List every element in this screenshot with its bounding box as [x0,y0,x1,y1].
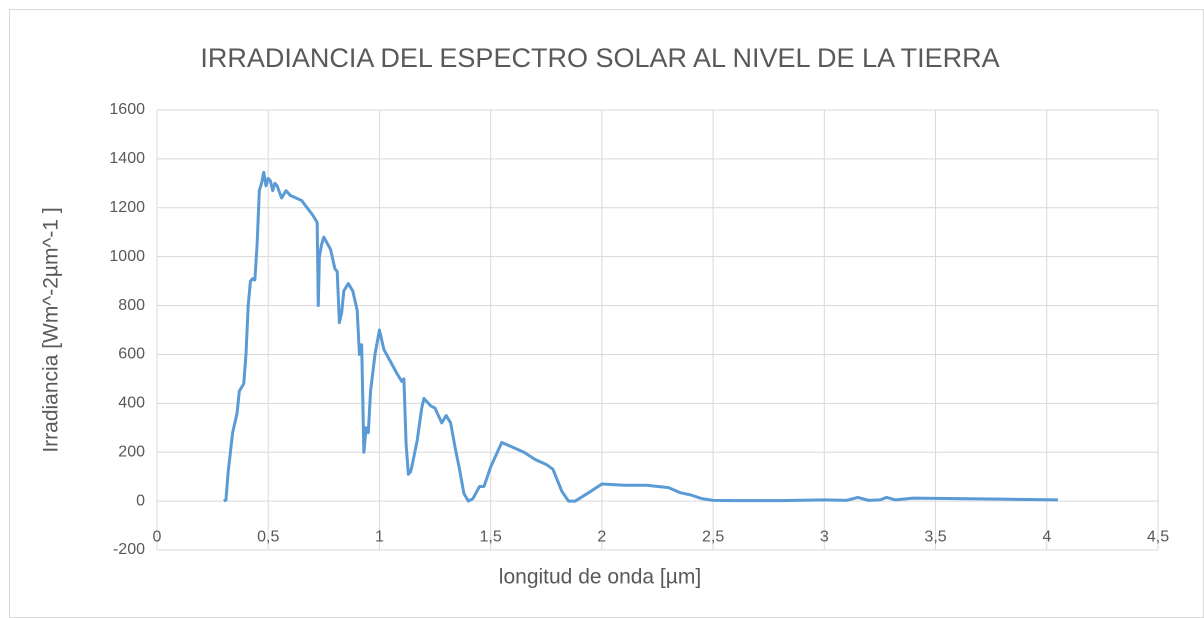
y-tick-label: 800 [118,297,145,314]
x-tick-label: 3,5 [924,528,946,545]
y-tick-label: 0 [136,492,145,509]
y-axis-label: Irradiancia [Wm^-2µm^-1 ] [40,207,63,452]
x-tick-label: 3 [820,528,829,545]
y-tick-label: 400 [118,395,145,412]
y-tick-label: 1400 [109,150,145,167]
x-tick-label: 4 [1042,528,1051,545]
y-tick-label: 200 [118,443,145,460]
y-tick-label: 1000 [109,248,145,265]
y-tick-label: 1600 [109,101,145,118]
x-tick-label: 1 [375,528,384,545]
x-tick-label: 2 [597,528,606,545]
data-line [223,170,1058,503]
x-tick-label: 1,5 [480,528,502,545]
y-tick-label: -200 [113,541,145,558]
x-tick-label: 2,5 [702,528,724,545]
x-tick-label: 0,5 [257,528,279,545]
x-axis-label: longitud de onda [µm] [499,566,701,589]
x-tick-label: 0 [153,528,162,545]
chart-frame [9,9,1204,618]
x-tick-label: 4,5 [1147,528,1169,545]
y-tick-label: 600 [118,346,145,363]
chart-title: IRRADIANCIA DEL ESPECTRO SOLAR AL NIVEL … [200,43,999,73]
y-tick-label: 1200 [109,199,145,216]
